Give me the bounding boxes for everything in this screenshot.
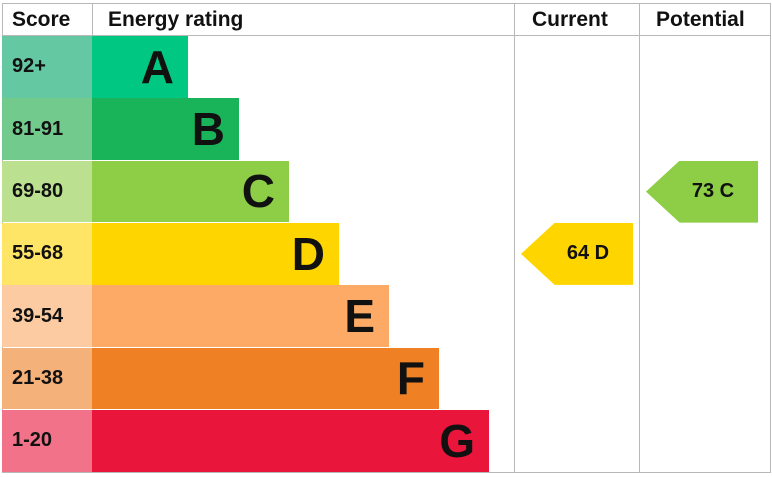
rating-bar-e: E — [92, 285, 389, 347]
column-divider — [639, 3, 640, 473]
bottom-border — [2, 472, 770, 473]
current-header: Current — [532, 8, 608, 31]
top-border — [2, 3, 770, 4]
column-divider — [92, 3, 93, 36]
potential-header: Potential — [656, 8, 745, 31]
score-cell-f: 21-38 — [2, 347, 92, 410]
header-divider — [2, 35, 770, 36]
score-cell-d: 55-68 — [2, 222, 92, 285]
score-cell-g: 1-20 — [2, 409, 92, 472]
score-cell-b: 81-91 — [2, 98, 92, 161]
score-cell-e: 39-54 — [2, 285, 92, 347]
score-cell-a: 92+ — [2, 36, 92, 98]
rating-bar-c: C — [92, 160, 289, 223]
rating-bar-b: B — [92, 98, 239, 161]
potential-rating-arrow: 73 C — [646, 160, 758, 223]
current-rating-arrow: 64 D — [521, 222, 633, 285]
score-header: Score — [12, 8, 71, 31]
energy-rating-header: Energy rating — [108, 8, 244, 31]
rating-bar-d: D — [92, 222, 339, 285]
column-divider — [514, 3, 515, 473]
rating-bar-g: G — [92, 409, 489, 472]
score-cell-c: 69-80 — [2, 160, 92, 223]
rating-bar-a: A — [92, 36, 188, 98]
column-divider — [770, 3, 771, 473]
rating-bar-f: F — [92, 347, 439, 410]
